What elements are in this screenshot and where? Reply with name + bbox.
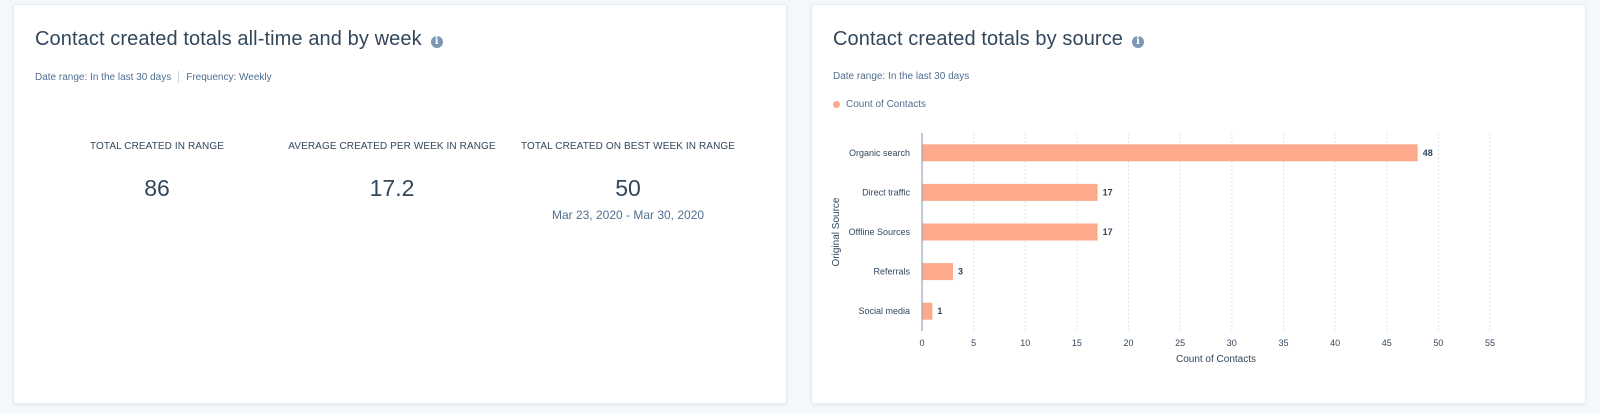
report-meta: Date range: In the last 30 days Frequenc… xyxy=(35,71,272,83)
x-axis-title: Count of Contacts xyxy=(1176,354,1256,365)
y-axis-title: Original Source xyxy=(831,197,842,266)
bar[interactable] xyxy=(922,223,1098,241)
x-tick-label: 40 xyxy=(1330,338,1340,348)
x-tick-label: 30 xyxy=(1227,338,1237,348)
category-label: Offline Sources xyxy=(849,227,911,237)
card-title-text: Contact created totals by source xyxy=(833,28,1124,50)
x-tick-label: 55 xyxy=(1485,338,1495,348)
category-label: Organic search xyxy=(849,148,910,158)
x-tick-label: 10 xyxy=(1020,338,1030,348)
kpi-label: AVERAGE CREATED PER WEEK IN RANGE xyxy=(288,141,496,152)
meta-divider xyxy=(178,71,180,83)
date-range-label: Date range: xyxy=(35,71,88,83)
data-label: 1 xyxy=(937,306,942,316)
frequency-label: Frequency: xyxy=(186,71,237,83)
card-title: Contact created totals by source i xyxy=(833,28,1145,51)
card-title-text: Contact created totals all-time and by w… xyxy=(35,28,422,50)
bar-chart: 0 5 10 15 20 25 30 35 40 45 50 55 Organic search 48 Di… xyxy=(831,133,1495,365)
legend-label: Count of Contacts xyxy=(846,99,927,110)
bar[interactable] xyxy=(922,263,953,281)
x-tick-label: 20 xyxy=(1124,338,1134,348)
x-tick-label: 25 xyxy=(1175,338,1185,348)
data-label: 17 xyxy=(1103,227,1113,237)
kpi-value: 17.2 xyxy=(369,175,415,201)
data-label: 48 xyxy=(1423,148,1433,158)
bar[interactable] xyxy=(922,183,1098,201)
card-title: Contact created totals all-time and by w… xyxy=(35,28,443,51)
x-tick-label: 0 xyxy=(919,338,924,348)
kpi-label: TOTAL CREATED ON BEST WEEK IN RANGE xyxy=(520,141,736,152)
x-tick-label: 15 xyxy=(1072,338,1082,348)
x-tick-label: 35 xyxy=(1278,338,1288,348)
chart-legend[interactable]: Count of Contacts xyxy=(833,99,926,110)
category-label: Social media xyxy=(858,306,910,316)
date-range-value: In the last 30 days xyxy=(888,71,970,82)
bar[interactable] xyxy=(922,302,933,320)
legend-swatch xyxy=(833,101,840,108)
x-tick-label: 45 xyxy=(1382,338,1392,348)
kpi-label: TOTAL CREATED IN RANGE xyxy=(89,141,225,152)
kpi-value: 50 xyxy=(615,175,641,201)
kpi-average-per-week: AVERAGE CREATED PER WEEK IN RANGE 17.2 xyxy=(267,141,517,202)
category-label: Direct traffic xyxy=(862,187,910,197)
kpi-date-range: Mar 23, 2020 - Mar 30, 2020 xyxy=(551,208,705,222)
frequency-value: Weekly xyxy=(239,71,272,83)
data-label: 17 xyxy=(1103,187,1113,197)
date-range-value: In the last 30 days xyxy=(90,71,172,83)
contact-totals-card: Contact created totals all-time and by w… xyxy=(13,4,787,404)
x-tick-label: 5 xyxy=(971,338,976,348)
bar[interactable] xyxy=(922,144,1418,162)
kpi-total-created: TOTAL CREATED IN RANGE 86 xyxy=(32,141,282,202)
category-label: Referrals xyxy=(873,267,910,277)
kpi-value: 86 xyxy=(144,175,170,201)
data-label: 3 xyxy=(958,267,963,277)
info-icon[interactable]: i xyxy=(1132,35,1145,48)
contacts-by-source-card: Contact created totals by source i Date … xyxy=(811,4,1586,404)
report-meta: Date range: In the last 30 days xyxy=(833,71,969,82)
info-icon[interactable]: i xyxy=(430,35,443,48)
kpi-best-week: TOTAL CREATED ON BEST WEEK IN RANGE 50 M… xyxy=(503,141,753,222)
date-range-label: Date range: xyxy=(833,71,886,82)
x-tick-label: 50 xyxy=(1433,338,1443,348)
